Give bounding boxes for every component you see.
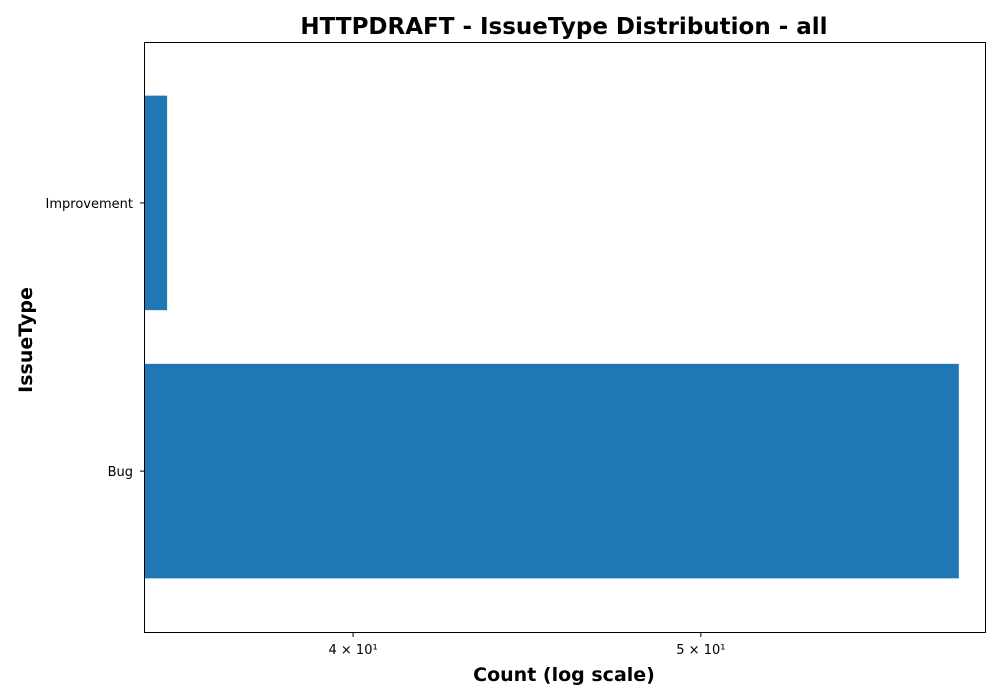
y-axis: Bug Improvement xyxy=(46,197,145,480)
bar-bug xyxy=(145,364,959,579)
x-tick-label-1: 5 × 10¹ xyxy=(676,643,725,658)
y-axis-label: IssueType xyxy=(15,287,37,393)
x-axis-label: Count (log scale) xyxy=(473,664,655,686)
bar-improvement xyxy=(145,96,167,311)
chart-title: HTTPDRAFT - IssueType Distribution - all xyxy=(300,14,827,40)
y-tick-label-bug: Bug xyxy=(108,465,133,480)
bars-group xyxy=(145,96,959,579)
x-tick-label-0: 4 × 10¹ xyxy=(329,643,378,658)
y-tick-label-improvement: Improvement xyxy=(46,197,133,212)
x-axis: 4 × 10¹ 5 × 10¹ xyxy=(329,632,726,658)
